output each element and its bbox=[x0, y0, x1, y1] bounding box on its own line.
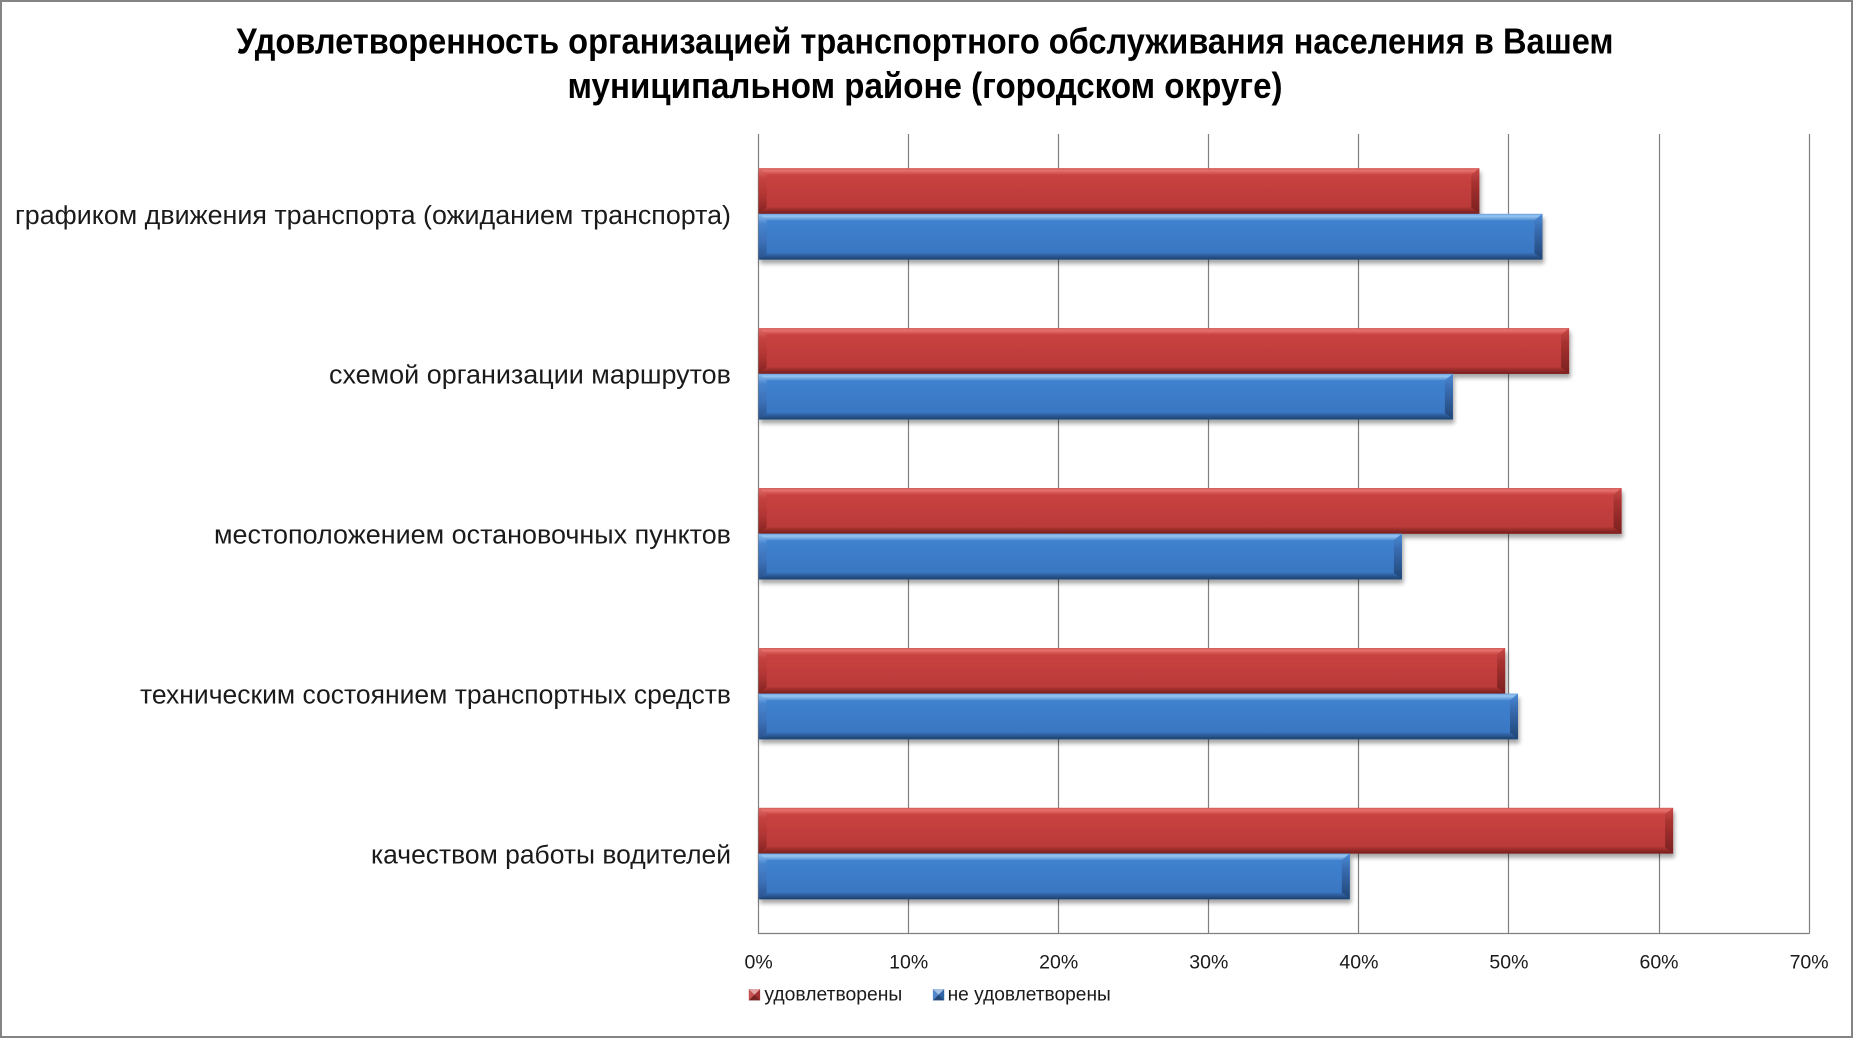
svg-text:30%: 30% bbox=[1189, 952, 1228, 974]
svg-text:Удовлетворенность организацией: Удовлетворенность организацией транспорт… bbox=[237, 21, 1614, 62]
svg-text:техническим состоянием транспо: техническим состоянием транспортных сред… bbox=[140, 682, 731, 710]
svg-text:20%: 20% bbox=[1039, 952, 1078, 974]
svg-text:10%: 10% bbox=[889, 952, 928, 974]
svg-text:удовлетворены: удовлетворены bbox=[764, 983, 902, 1005]
svg-text:50%: 50% bbox=[1489, 952, 1528, 974]
svg-text:0%: 0% bbox=[745, 952, 773, 974]
svg-text:муниципальном районе (городско: муниципальном районе (городском округе) bbox=[568, 65, 1283, 106]
svg-text:местоположением остановочных п: местоположением остановочных пунктов bbox=[214, 522, 731, 550]
svg-text:качеством работы водителей: качеством работы водителей bbox=[371, 841, 731, 869]
svg-text:60%: 60% bbox=[1639, 952, 1678, 974]
svg-text:схемой организации маршрутов: схемой организации маршрутов bbox=[329, 362, 731, 390]
svg-text:графиком движения транспорта (: графиком движения транспорта (ожиданием … bbox=[15, 202, 731, 230]
svg-text:не удовлетворены: не удовлетворены bbox=[948, 983, 1111, 1005]
svg-text:70%: 70% bbox=[1790, 952, 1829, 974]
svg-text:40%: 40% bbox=[1339, 952, 1378, 974]
